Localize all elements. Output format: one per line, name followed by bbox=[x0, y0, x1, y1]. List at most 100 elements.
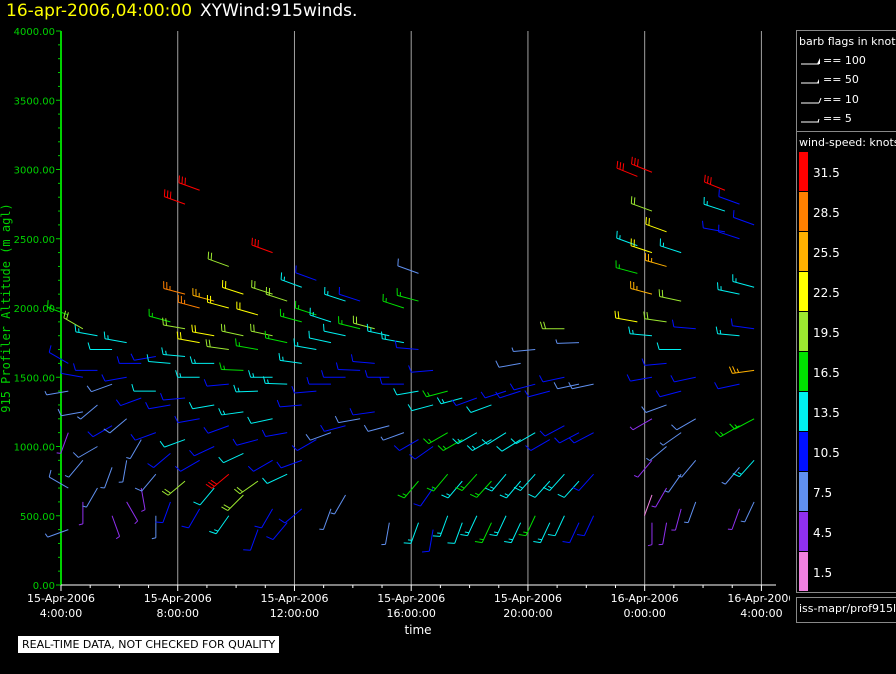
barb-feather bbox=[169, 191, 172, 199]
barb-half-feather bbox=[736, 368, 740, 373]
barb-staff bbox=[703, 227, 726, 233]
barb-staff bbox=[309, 337, 332, 344]
x-tick-date: 15-Apr-2006 bbox=[144, 592, 212, 605]
wind-barb bbox=[658, 522, 668, 546]
barb-feather bbox=[495, 360, 500, 368]
wind-barb bbox=[181, 508, 201, 529]
barb-half-feather bbox=[720, 431, 724, 436]
wind-barb bbox=[48, 345, 69, 364]
wind-barb bbox=[48, 469, 69, 489]
barb-half-feather bbox=[740, 520, 745, 523]
barb-staff bbox=[75, 331, 98, 337]
wind-barb bbox=[533, 522, 551, 544]
wind-barb bbox=[436, 397, 463, 405]
barb-feather bbox=[87, 431, 94, 438]
barb-feather bbox=[436, 397, 442, 404]
barb-feather bbox=[335, 362, 339, 370]
barb-half-feather bbox=[493, 531, 499, 534]
barb-staff bbox=[396, 347, 419, 351]
barb-feather bbox=[474, 540, 483, 544]
barb-staff bbox=[250, 330, 273, 337]
wind-barb bbox=[509, 383, 536, 391]
speed-swatch bbox=[799, 392, 808, 431]
barb-feather bbox=[155, 521, 163, 524]
barb-feather bbox=[643, 311, 646, 319]
speed-label: 16.5 bbox=[813, 366, 840, 380]
barb-feather bbox=[714, 382, 719, 389]
barb-feather bbox=[553, 382, 558, 389]
barb-half-feather bbox=[179, 373, 182, 378]
barb-feather bbox=[116, 356, 120, 364]
barb-half-feather bbox=[547, 485, 553, 489]
barb-feather bbox=[513, 486, 521, 491]
barb-staff bbox=[660, 245, 682, 254]
wind-barb bbox=[218, 452, 244, 464]
wind-barb bbox=[161, 347, 186, 357]
wind-barb bbox=[480, 390, 507, 399]
speed-label: 22.5 bbox=[813, 286, 840, 300]
barb-half-feather bbox=[222, 410, 226, 415]
barb-staff bbox=[188, 508, 201, 529]
barb-feather bbox=[466, 445, 473, 451]
speed-swatch bbox=[799, 352, 808, 391]
barb-staff bbox=[487, 432, 507, 445]
barb-feather bbox=[441, 494, 449, 499]
barb-feather bbox=[460, 534, 468, 537]
chart-title: 16-apr-2006,04:00:00 XYWind:915winds. bbox=[6, 1, 357, 21]
barb-staff bbox=[149, 315, 171, 323]
barb-half-feather bbox=[737, 471, 742, 475]
barb-half-feather bbox=[471, 445, 476, 450]
barb-staff bbox=[295, 272, 317, 281]
barb-staff bbox=[732, 369, 755, 374]
wind-barb bbox=[205, 339, 229, 351]
wind-barb bbox=[380, 331, 404, 344]
wind-speed-legend: wind-speed: knots 31.5 28.5 25.5 22.5 19.5 16… bbox=[796, 131, 896, 593]
barb-feather bbox=[74, 324, 77, 332]
wind-barb bbox=[553, 382, 580, 390]
barb-feather bbox=[542, 486, 550, 491]
speed-swatch bbox=[799, 152, 808, 191]
wind-barb bbox=[247, 416, 273, 424]
barb-staff bbox=[135, 432, 157, 441]
wind-barb bbox=[76, 404, 98, 420]
barb-feather bbox=[323, 323, 325, 332]
barb-feather bbox=[162, 317, 164, 326]
barb-flags-legend: barb flags in knots == 100 == 50 == 10 =… bbox=[796, 30, 896, 132]
barb-staff bbox=[739, 460, 755, 478]
wind-barb bbox=[393, 439, 419, 452]
barb-staff bbox=[481, 522, 492, 543]
wind-barb bbox=[704, 174, 726, 191]
x-tick-date: 15-Apr-2006 bbox=[27, 592, 95, 605]
barb-half-feather bbox=[446, 493, 451, 496]
barb-staff bbox=[153, 453, 171, 468]
barb-feather bbox=[291, 445, 298, 451]
barb-half-feather bbox=[511, 347, 514, 352]
barb-feather bbox=[670, 375, 675, 383]
barb-staff bbox=[78, 446, 98, 458]
barb-staff bbox=[279, 404, 302, 408]
y-tick-label: 2000.00 bbox=[14, 304, 55, 315]
barb-staff bbox=[681, 460, 697, 478]
barb-feather bbox=[562, 540, 570, 544]
wind-barb bbox=[161, 480, 186, 496]
wind-barb bbox=[730, 318, 755, 330]
barb-staff bbox=[467, 515, 478, 536]
barb-feather bbox=[366, 323, 369, 332]
barb-feather bbox=[72, 452, 79, 458]
speed-label: 31.5 bbox=[813, 166, 840, 180]
speed-legend-item: 1.5 bbox=[797, 552, 896, 592]
barb-staff bbox=[399, 439, 419, 452]
barb-feather bbox=[221, 506, 229, 511]
wind-barb bbox=[131, 383, 156, 392]
wind-barb bbox=[630, 281, 653, 295]
barb-staff bbox=[177, 338, 200, 344]
wind-barb bbox=[460, 515, 478, 537]
wind-barb bbox=[177, 295, 200, 309]
barb-feather bbox=[437, 445, 444, 451]
barb-100-icon bbox=[801, 58, 820, 65]
barb-staff bbox=[578, 473, 594, 491]
barb-feather bbox=[671, 424, 678, 431]
wind-barb bbox=[221, 280, 244, 295]
wind-barb bbox=[684, 501, 697, 524]
barb-feather bbox=[403, 542, 412, 544]
